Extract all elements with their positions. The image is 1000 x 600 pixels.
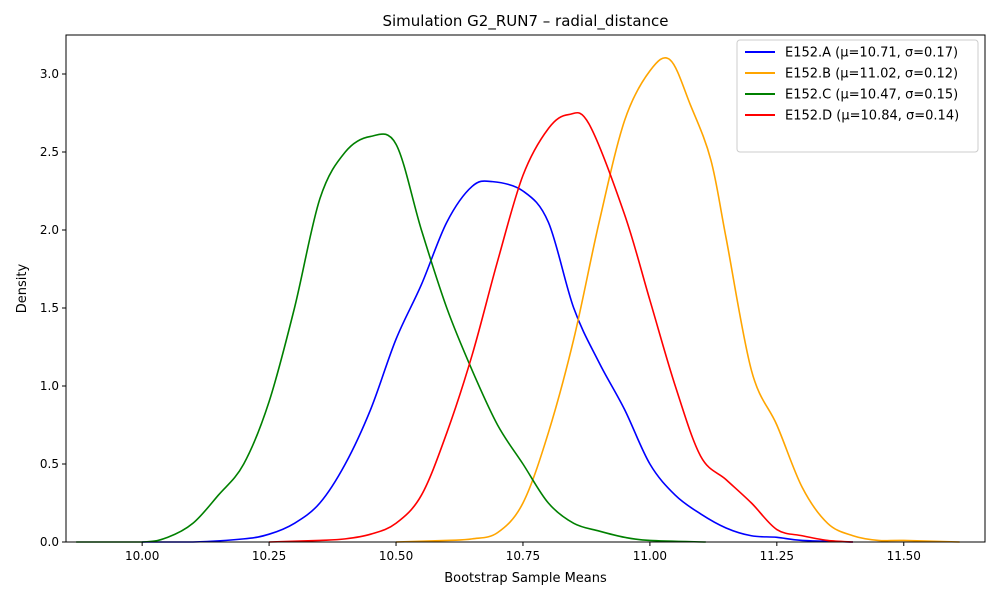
- series-line-1: [142, 180, 854, 543]
- y-tick-label: 3.0: [40, 67, 59, 81]
- series-layer: [76, 57, 960, 543]
- series-line-4: [269, 111, 854, 543]
- x-tick-label: 10.75: [506, 549, 540, 563]
- x-tick-label: 10.50: [379, 549, 413, 563]
- plot-frame: [65, 34, 986, 543]
- y-axis-label: Density: [15, 263, 30, 313]
- y-tick-label: 2.0: [40, 223, 59, 237]
- y-tick-label: 1.5: [40, 301, 59, 315]
- legend-box: [736, 39, 979, 153]
- y-axis-ticks: 0.0 0.5 1.0 1.5 2.0 2.5 3.0: [40, 67, 66, 549]
- y-tick-label: 0.5: [40, 457, 59, 471]
- x-axis-ticks: 10.00 10.25 10.50 10.75 11.00 11.25 11.50: [125, 542, 921, 563]
- legend-label: E152.C (μ=10.47, σ=0.15): [785, 88, 958, 103]
- y-tick-label: 2.5: [40, 145, 59, 159]
- x-tick-label: 11.25: [760, 549, 794, 563]
- series-line-3: [76, 133, 706, 543]
- y-tick-label: 1.0: [40, 379, 59, 393]
- x-axis-label: Bootstrap Sample Means: [444, 571, 607, 586]
- chart-title: Simulation G2_RUN7 – radial_distance: [382, 12, 668, 31]
- legend-label: E152.D (μ=10.84, σ=0.14): [785, 109, 959, 124]
- y-tick-label: 0.0: [40, 535, 59, 549]
- x-tick-label: 11.50: [887, 549, 921, 563]
- series-line-2: [396, 57, 960, 543]
- x-tick-label: 10.00: [125, 549, 159, 563]
- legend-label: E152.A (μ=10.71, σ=0.17): [785, 46, 958, 61]
- x-tick-label: 11.00: [633, 549, 667, 563]
- legend: E152.A (μ=10.71, σ=0.17) E152.B (μ=11.02,…: [736, 39, 979, 153]
- legend-label: E152.B (μ=11.02, σ=0.12): [785, 67, 958, 82]
- x-tick-label: 10.25: [252, 549, 286, 563]
